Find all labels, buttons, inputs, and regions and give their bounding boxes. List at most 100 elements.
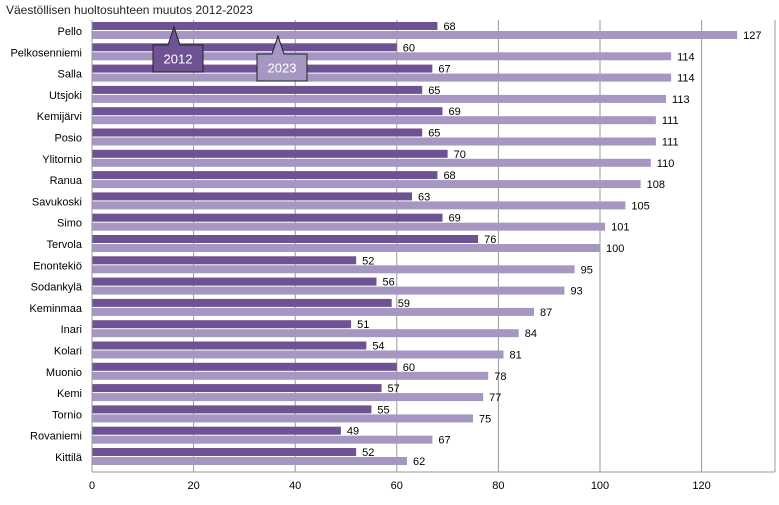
bar-2023 (92, 31, 738, 39)
value-label-2023: 78 (494, 371, 506, 383)
bar-2012 (92, 320, 352, 329)
x-tick-label-120: 120 (692, 480, 710, 492)
value-label-2012: 52 (362, 255, 374, 267)
bar-2012 (92, 213, 443, 222)
category-label: Ranua (50, 175, 83, 187)
bar-2012 (92, 298, 392, 307)
bar-2023 (92, 371, 489, 380)
category-label: Muonio (46, 367, 82, 379)
value-label-2012: 65 (428, 85, 440, 97)
category-label: Kemijärvi (37, 111, 82, 123)
bar-2023 (92, 329, 519, 338)
value-label-2023: 67 (438, 435, 450, 447)
value-label-2023: 87 (540, 307, 552, 319)
value-label-2023: 127 (743, 30, 761, 42)
value-label-2012: 63 (418, 191, 430, 203)
value-label-2012: 60 (403, 362, 415, 374)
value-label-2012: 68 (443, 170, 455, 182)
value-label-2012: 69 (449, 213, 461, 225)
axis: 0 20 40 60 80 100 120 (89, 20, 775, 492)
category-label: Enontekiö (33, 260, 82, 272)
bar-2023 (92, 180, 641, 189)
value-label-2023: 111 (662, 137, 679, 149)
category-label: Pelkosenniemi (10, 47, 82, 59)
bar-2023 (92, 137, 656, 146)
bar-2012 (92, 256, 357, 265)
value-label-2023: 101 (611, 222, 629, 234)
value-label-2023: 114 (677, 51, 695, 63)
bar-2012 (92, 426, 341, 435)
x-tick-label-60: 60 (391, 480, 403, 492)
category-label: Keminmaa (29, 303, 82, 315)
value-label-2023: 62 (413, 456, 425, 468)
legend-label-2023: 2023 (268, 61, 297, 76)
bar-2023 (92, 94, 667, 103)
bar-2023 (92, 350, 504, 359)
value-label-2023: 111 (662, 115, 679, 127)
value-label-2023: 84 (525, 328, 537, 340)
category-label: Inari (61, 324, 82, 336)
bar-2012 (92, 277, 377, 286)
value-label-2023: 100 (606, 243, 624, 255)
chart-title: Väestöllisen huoltosuhteen muutos 2012-2… (6, 3, 253, 17)
bar-2012 (92, 22, 438, 30)
value-label-2012: 68 (443, 21, 455, 33)
category-label: Pello (58, 26, 82, 38)
legend-callout-2012 (152, 25, 204, 73)
value-label-2012: 65 (428, 128, 440, 140)
bars (92, 22, 738, 465)
value-label-2023: 105 (631, 200, 649, 212)
bar-2012 (92, 362, 397, 371)
category-label: Sodankylä (31, 282, 83, 294)
category-label: Kemi (57, 388, 82, 400)
category-label: Tervola (47, 239, 83, 251)
value-label-2023: 77 (489, 392, 501, 404)
category-label: Kolari (54, 346, 82, 358)
x-tick-label-100: 100 (591, 480, 609, 492)
bar-2012 (92, 405, 372, 414)
value-label-2012: 76 (484, 234, 496, 246)
value-label-2012: 57 (388, 383, 400, 395)
bar-2012 (92, 149, 448, 158)
bar-2023 (92, 158, 651, 167)
value-label-2012: 69 (449, 106, 461, 118)
bar-2012 (92, 341, 367, 350)
value-label-2023: 114 (677, 73, 695, 85)
bar-2023 (92, 435, 433, 444)
bar-2012 (92, 171, 438, 180)
bar-2012 (92, 448, 357, 456)
bar-2023 (92, 73, 672, 82)
bar-2023 (92, 201, 626, 210)
bar-2023 (92, 307, 534, 316)
bar-2012 (92, 128, 423, 137)
labels: Pello 68 127 Pelkosenniemi 60 114 Salla 67 114 Ut… (10, 21, 761, 468)
x-tick-label-40: 40 (289, 480, 301, 492)
value-label-2012: 55 (377, 404, 389, 416)
x-tick-label-0: 0 (89, 480, 95, 492)
category-label: Tornio (52, 409, 82, 421)
bar-2023 (92, 116, 656, 125)
legend-callout-2023 (256, 34, 308, 82)
bar-2012 (92, 43, 397, 52)
x-tick-label-80: 80 (492, 480, 504, 492)
bar-2023 (92, 265, 575, 274)
value-label-2012: 60 (403, 42, 415, 54)
value-label-2023: 113 (672, 94, 690, 106)
value-label-2023: 110 (657, 158, 675, 170)
category-label: Savukoski (32, 196, 82, 208)
bar-2012 (92, 192, 413, 201)
legend-label-2012: 2012 (164, 52, 193, 67)
value-label-2012: 59 (398, 298, 410, 310)
category-label: Rovaniemi (30, 431, 82, 443)
category-label: Ylitornio (42, 154, 82, 166)
x-tick-label-20: 20 (187, 480, 199, 492)
category-label: Kittilä (55, 452, 83, 464)
value-label-2012: 70 (454, 149, 466, 161)
bar-2023 (92, 414, 473, 423)
value-label-2012: 49 (347, 426, 359, 438)
value-label-2023: 93 (570, 286, 582, 298)
bar-2023 (92, 286, 565, 295)
bar-2023 (92, 457, 407, 465)
category-label: Simo (57, 218, 82, 230)
